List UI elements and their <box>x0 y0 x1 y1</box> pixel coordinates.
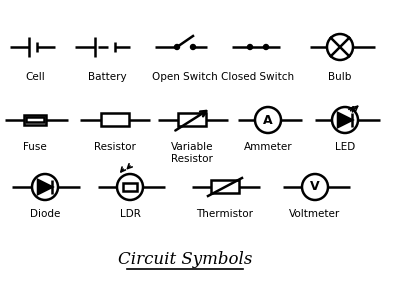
Polygon shape <box>338 113 352 127</box>
Text: Battery: Battery <box>88 72 126 82</box>
Text: V: V <box>310 181 320 194</box>
Circle shape <box>190 45 196 50</box>
Bar <box>211 180 239 193</box>
Polygon shape <box>38 180 52 194</box>
Text: Open Switch: Open Switch <box>152 72 218 82</box>
Text: Circuit Symbols: Circuit Symbols <box>118 252 252 268</box>
Text: Variable
Resistor: Variable Resistor <box>171 142 213 164</box>
Bar <box>101 113 129 126</box>
Text: Diode: Diode <box>30 209 60 219</box>
Circle shape <box>264 45 268 50</box>
Bar <box>26 117 44 122</box>
Text: Ammeter: Ammeter <box>244 142 292 152</box>
Bar <box>178 113 206 126</box>
Text: LDR: LDR <box>120 209 140 219</box>
Circle shape <box>248 45 252 50</box>
Text: A: A <box>263 114 273 127</box>
Bar <box>123 183 137 191</box>
Text: Thermistor: Thermistor <box>196 209 254 219</box>
Text: Voltmeter: Voltmeter <box>289 209 341 219</box>
Text: Cell: Cell <box>25 72 45 82</box>
Text: Resistor: Resistor <box>94 142 136 152</box>
Circle shape <box>174 45 180 50</box>
Text: Bulb: Bulb <box>328 72 352 82</box>
Text: LED: LED <box>335 142 355 152</box>
Text: Fuse: Fuse <box>23 142 47 152</box>
Text: Closed Switch: Closed Switch <box>222 72 294 82</box>
Bar <box>24 115 46 125</box>
